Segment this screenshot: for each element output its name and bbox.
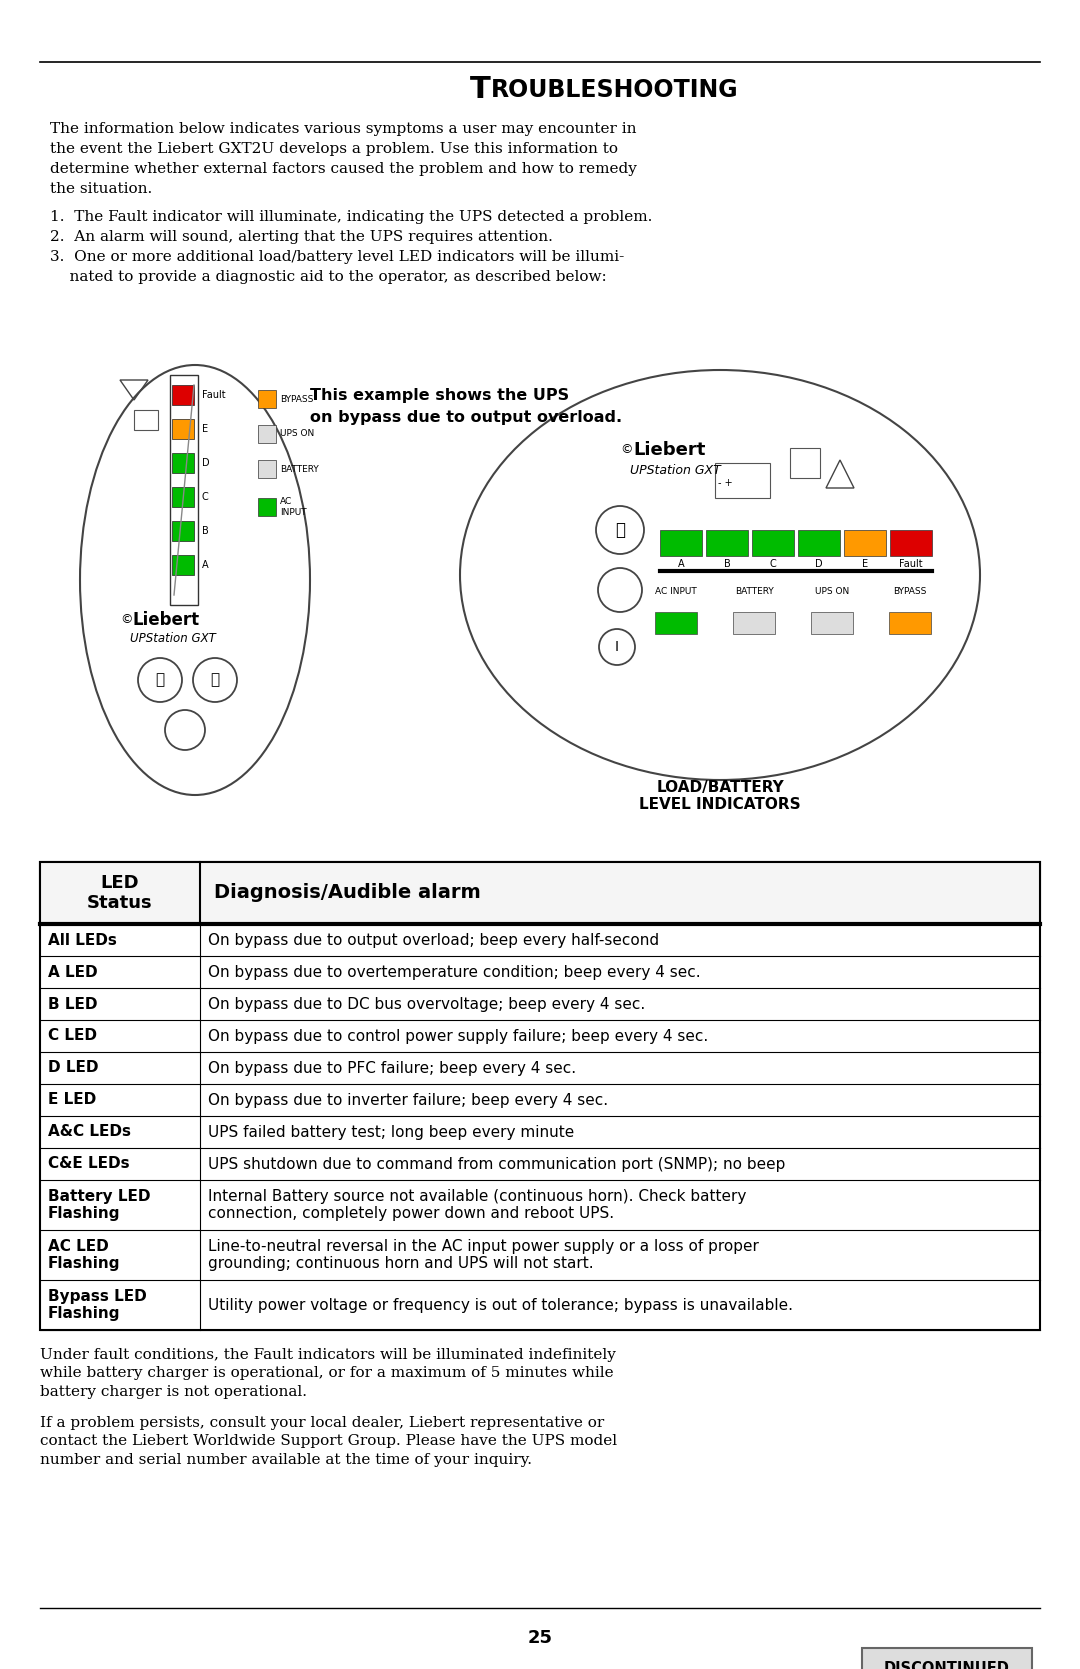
Text: C: C [202,492,208,502]
Text: Liebert: Liebert [633,441,705,459]
Text: ©: © [620,444,633,457]
Bar [134,411,158,431]
Bar [40,861,1040,925]
Text: B: B [202,526,208,536]
Bar [789,447,820,477]
Text: ⏻: ⏻ [156,673,164,688]
Bar [733,613,775,634]
Text: AC
INPUT: AC INPUT [280,497,307,517]
Text: B LED: B LED [48,996,97,1011]
Text: UPS shutdown due to command from communication port (SNMP); no beep: UPS shutdown due to command from communi… [208,1157,785,1172]
Text: On bypass due to inverter failure; beep every 4 sec.: On bypass due to inverter failure; beep … [208,1093,608,1108]
Text: UPS ON: UPS ON [815,587,849,596]
Bar [811,613,853,634]
Text: C LED: C LED [48,1028,97,1043]
Text: 1.  The Fault indicator will illuminate, indicating the UPS detected a problem.: 1. The Fault indicator will illuminate, … [50,210,652,224]
Text: the event the Liebert GXT2U develops a problem. Use this information to: the event the Liebert GXT2U develops a p… [50,142,618,155]
Text: determine whether external factors caused the problem and how to remedy: determine whether external factors cause… [50,162,637,175]
Bar [889,613,931,634]
Bar [172,419,194,439]
Text: D: D [815,559,823,569]
Text: UPStation GXT: UPStation GXT [630,464,720,477]
Bar [258,461,276,477]
Text: ©: © [120,614,133,626]
Bar [660,531,702,556]
Bar [258,497,276,516]
Text: - +: - + [718,477,732,487]
Text: DISCONTINUED
PRODUCT: DISCONTINUED PRODUCT [885,1661,1010,1669]
Text: A: A [202,561,208,571]
Text: E LED: E LED [48,1093,96,1108]
Text: Utility power voltage or frequency is out of tolerance; bypass is unavailable.: Utility power voltage or frequency is ou… [208,1297,793,1312]
Text: ⏻: ⏻ [615,521,625,539]
Text: On bypass due to control power supply failure; beep every 4 sec.: On bypass due to control power supply fa… [208,1028,708,1043]
Text: B: B [724,559,730,569]
Text: UPStation GXT: UPStation GXT [130,631,216,644]
Text: C: C [770,559,777,569]
Text: LOAD/BATTERY
LEVEL INDICATORS: LOAD/BATTERY LEVEL INDICATORS [639,779,800,813]
FancyBboxPatch shape [862,1647,1032,1669]
Bar [172,452,194,472]
Text: Fault: Fault [202,391,226,401]
Bar [654,613,697,634]
Text: BATTERY: BATTERY [734,587,773,596]
Text: On bypass due to PFC failure; beep every 4 sec.: On bypass due to PFC failure; beep every… [208,1060,576,1075]
Bar [172,556,194,576]
Text: On bypass due to DC bus overvoltage; beep every 4 sec.: On bypass due to DC bus overvoltage; bee… [208,996,645,1011]
Text: A&C LEDs: A&C LEDs [48,1125,131,1140]
Text: If a problem persists, consult your local dealer, Liebert representative or
cont: If a problem persists, consult your loca… [40,1415,617,1467]
Text: A: A [677,559,685,569]
Text: A LED: A LED [48,965,97,980]
Text: On bypass due to overtemperature condition; beep every 4 sec.: On bypass due to overtemperature conditi… [208,965,701,980]
Text: BYPASS: BYPASS [893,587,927,596]
Text: E: E [862,559,868,569]
Text: The information below indicates various symptoms a user may encounter in: The information below indicates various … [50,122,636,135]
Bar [170,376,198,604]
Text: BATTERY: BATTERY [280,464,319,474]
Text: 3.  One or more additional load/battery level LED indicators will be illumi-: 3. One or more additional load/battery l… [50,250,624,264]
Text: ROUBLESHOOTING: ROUBLESHOOTING [491,78,739,102]
Text: Fault: Fault [900,559,922,569]
Text: UPS failed battery test; long beep every minute: UPS failed battery test; long beep every… [208,1125,575,1140]
Bar [40,861,1040,1330]
Text: the situation.: the situation. [50,182,152,195]
Bar [715,462,770,497]
Bar [172,521,194,541]
Text: This example shows the UPS: This example shows the UPS [310,387,569,402]
Text: Battery LED
Flashing: Battery LED Flashing [48,1188,150,1222]
Text: on bypass due to output overload.: on bypass due to output overload. [310,411,622,426]
Bar [172,386,194,406]
Bar [172,487,194,507]
Text: Line-to-neutral reversal in the AC input power supply or a loss of proper
ground: Line-to-neutral reversal in the AC input… [208,1238,759,1272]
Text: On bypass due to output overload; beep every half-second: On bypass due to output overload; beep e… [208,933,659,948]
Bar [258,426,276,442]
Bar [706,531,748,556]
Text: T: T [470,75,490,105]
Bar [752,531,794,556]
Text: All LEDs: All LEDs [48,933,117,948]
Bar [890,531,932,556]
Text: Liebert: Liebert [132,611,199,629]
Bar [798,531,840,556]
Text: D LED: D LED [48,1060,98,1075]
Text: Bypass LED
Flashing: Bypass LED Flashing [48,1288,147,1322]
Text: Diagnosis/Audible alarm: Diagnosis/Audible alarm [214,883,481,903]
Text: 2.  An alarm will sound, alerting that the UPS requires attention.: 2. An alarm will sound, alerting that th… [50,230,553,244]
Text: ⏼: ⏼ [211,673,219,688]
Text: E: E [202,424,208,434]
Text: Internal Battery source not available (continuous horn). Check battery
connectio: Internal Battery source not available (c… [208,1188,746,1222]
Text: Under fault conditions, the Fault indicators will be illuminated indefinitely
wh: Under fault conditions, the Fault indica… [40,1349,616,1399]
Text: 25: 25 [527,1629,553,1647]
Text: nated to provide a diagnostic aid to the operator, as described below:: nated to provide a diagnostic aid to the… [50,270,607,284]
Bar [843,531,886,556]
Text: I: I [615,639,619,654]
Text: LED
Status: LED Status [87,873,152,913]
Text: AC INPUT: AC INPUT [656,587,697,596]
Text: C&E LEDs: C&E LEDs [48,1157,130,1172]
Text: UPS ON: UPS ON [280,429,314,439]
Bar [258,391,276,407]
Text: BYPASS: BYPASS [280,394,313,404]
Text: D: D [202,457,210,467]
Text: AC LED
Flashing: AC LED Flashing [48,1238,121,1272]
